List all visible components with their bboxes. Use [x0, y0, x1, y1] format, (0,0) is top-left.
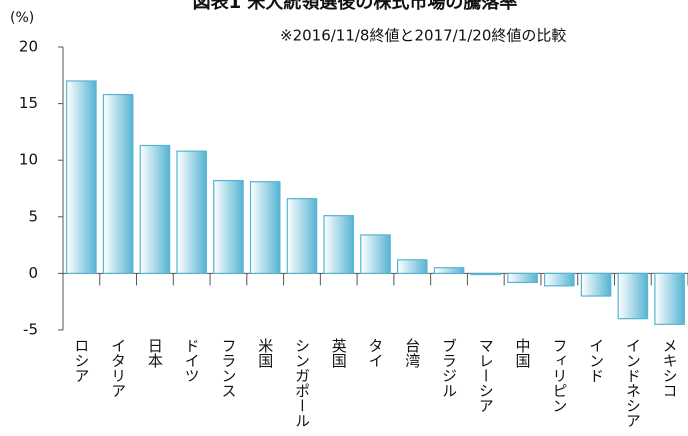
x-tick-label: タイ: [367, 338, 385, 368]
x-tick-label: インドネシア: [624, 338, 642, 428]
x-tick-label: ブラジル: [440, 338, 458, 398]
bar: [433, 267, 465, 274]
x-tick-label: シンガポール: [293, 338, 311, 428]
x-tick-label: インド: [587, 338, 605, 383]
bar: [66, 80, 97, 275]
bar: [507, 272, 538, 284]
y-tick-label: -5: [23, 321, 38, 339]
bar: [286, 198, 318, 275]
x-tick-label: 台湾: [403, 338, 421, 368]
y-tick-label: 5: [28, 207, 38, 225]
x-tick-label: 米国: [256, 338, 274, 368]
bar: [654, 272, 685, 325]
bar: [323, 215, 355, 274]
chart-title: 図表1 米大統領選後の株式市場の騰落率: [193, 0, 518, 13]
bar: [249, 181, 281, 274]
bar: [139, 144, 171, 274]
y-tick-label: 10: [19, 151, 38, 169]
x-tick-label: フランス: [219, 338, 237, 398]
x-tick-label: イタリア: [109, 338, 127, 398]
x-tick-label: ドイツ: [183, 338, 201, 383]
x-tick-label: 英国: [330, 337, 348, 368]
bar: [213, 179, 244, 275]
y-tick-label: 20: [19, 38, 38, 56]
bar: [360, 234, 391, 275]
bar: [580, 272, 612, 297]
y-tick-label: 0: [28, 264, 38, 282]
bar: [544, 272, 575, 287]
x-tick-label: マレーシア: [477, 338, 495, 413]
y-tick-label: 15: [19, 94, 38, 112]
chart-subtitle: ※2016/11/8終値と2017/1/20終値の比較: [280, 27, 566, 45]
y-axis-label: (%): [10, 10, 34, 26]
bar: [470, 272, 502, 276]
bar: [396, 259, 428, 275]
x-tick-label: 日本: [146, 338, 164, 368]
bar: [617, 272, 649, 320]
x-tick-label: フィリピン: [550, 338, 568, 413]
x-tick-label: ロシア: [72, 338, 90, 383]
bar: [176, 150, 207, 274]
bar: [102, 93, 134, 275]
x-tick-label: 中国: [514, 338, 532, 368]
x-tick-label: メキシコ: [661, 338, 679, 398]
